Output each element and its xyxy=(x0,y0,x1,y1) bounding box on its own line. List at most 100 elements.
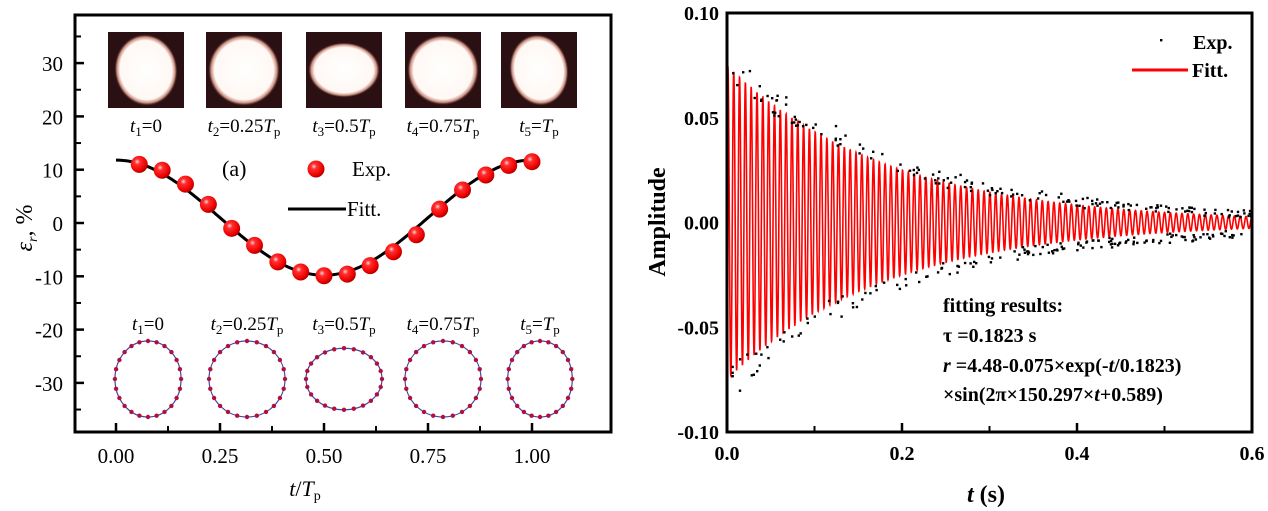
contour-point xyxy=(404,367,409,372)
exp-sample xyxy=(793,115,796,119)
exp-sample xyxy=(756,370,759,373)
contour-point xyxy=(305,368,310,374)
contour-point xyxy=(113,386,119,391)
exp-sample xyxy=(1047,251,1051,254)
contour-point xyxy=(477,367,482,372)
exp-sample xyxy=(840,315,843,318)
exp-sample xyxy=(794,118,797,121)
exp-sample xyxy=(1082,246,1085,249)
contour-point xyxy=(178,376,184,382)
exp-sample xyxy=(1190,206,1193,209)
exp-sample xyxy=(766,346,769,349)
exp-sample xyxy=(1167,206,1170,210)
y-tick-label: -30 xyxy=(35,372,63,396)
exp-sample xyxy=(1041,245,1044,249)
exp-sample xyxy=(760,353,763,356)
y-tick-label: -0.05 xyxy=(677,317,719,339)
exp-sample xyxy=(1021,246,1025,249)
droplet-contour-label: t1=0 xyxy=(132,314,164,337)
contour-point xyxy=(515,349,520,355)
contour-point xyxy=(560,349,565,355)
contour-point xyxy=(263,343,269,349)
exp-sample xyxy=(926,275,929,278)
contour-point xyxy=(117,357,122,363)
exp-sample xyxy=(1077,241,1080,244)
exp-sample xyxy=(904,277,907,281)
exp-point xyxy=(454,181,472,199)
contour-point xyxy=(305,384,310,390)
y-tick-label: 0.05 xyxy=(684,108,719,130)
exp-sample xyxy=(1013,250,1016,253)
exp-sample xyxy=(1186,209,1189,212)
exp-sample xyxy=(785,96,788,99)
contour-point xyxy=(235,413,240,418)
exp-sample xyxy=(1118,242,1121,245)
exp-sample xyxy=(1016,192,1019,196)
y-axis-ticks: 30 20 10 0 -10 -20 -30 xyxy=(35,35,84,411)
exp-sample xyxy=(834,137,837,140)
exp-sample xyxy=(779,338,782,341)
exp-sample xyxy=(861,298,864,301)
contour-point xyxy=(308,392,314,397)
exp-sample xyxy=(1155,206,1158,210)
contour-point xyxy=(459,343,465,349)
exp-sample xyxy=(1116,244,1120,247)
exp-sample xyxy=(1159,239,1163,243)
exp-sample xyxy=(1109,239,1113,242)
exp-point xyxy=(176,175,194,193)
exp-point xyxy=(246,236,264,254)
exp-sample xyxy=(969,262,972,265)
exp-sample xyxy=(834,124,838,128)
exp-sample xyxy=(973,260,976,264)
exp-sample xyxy=(1224,230,1227,233)
exp-sample xyxy=(1059,242,1062,245)
droplet-image-label: t3=0.5Tp xyxy=(312,116,375,139)
exp-sample xyxy=(1182,235,1185,239)
droplet-contour-label: t5=Tp xyxy=(520,314,560,337)
exp-sample xyxy=(1212,235,1215,238)
exp-sample xyxy=(918,280,921,284)
exp-sample xyxy=(896,283,899,287)
contour-point xyxy=(473,357,479,363)
contour-point xyxy=(515,403,520,409)
contour-point xyxy=(154,340,159,345)
exp-sample xyxy=(1191,240,1194,243)
exp-sample xyxy=(1067,199,1070,202)
contour-point xyxy=(478,376,484,382)
exp-sample xyxy=(805,123,808,127)
exp-sample xyxy=(1113,242,1117,246)
fitting-results-annotation: fitting results: τ =0.1823 s r =4.48-0.0… xyxy=(943,295,1181,406)
exp-sample xyxy=(1096,198,1099,201)
exp-sample xyxy=(1219,232,1223,235)
exp-sample xyxy=(899,163,902,166)
exp-sample xyxy=(1000,191,1004,195)
exp-sample xyxy=(1230,210,1233,213)
exp-sample xyxy=(851,302,855,305)
contour-point xyxy=(546,413,551,418)
exp-sample xyxy=(1135,203,1139,207)
contour-point xyxy=(244,338,250,344)
exp-sample xyxy=(956,264,959,268)
exp-sample xyxy=(806,317,809,320)
y-axis-label: εr, % xyxy=(12,205,41,252)
contour-point xyxy=(281,386,286,391)
droplet-image xyxy=(306,32,382,108)
exp-sample xyxy=(1240,233,1243,236)
exp-sample xyxy=(959,173,962,177)
droplet-contour-row: t1=0 t2=0.25Tp t3=0.5Tp t4=0.75Tp t5=Tp xyxy=(112,314,575,420)
exp-sample xyxy=(776,94,779,97)
contour-point xyxy=(413,403,419,409)
exp-sample xyxy=(1078,204,1081,207)
exp-sample xyxy=(946,177,949,180)
contour-point xyxy=(407,357,413,363)
exp-sample xyxy=(806,321,809,325)
exp-sample xyxy=(991,188,994,192)
exp-sample xyxy=(1143,241,1146,244)
exp-sample xyxy=(1023,248,1026,251)
exp-scatter xyxy=(731,69,1251,392)
exp-sample xyxy=(981,182,985,185)
contour-point xyxy=(553,343,559,349)
exp-sample xyxy=(1228,214,1231,217)
exp-sample xyxy=(881,152,884,156)
exp-sample xyxy=(1213,212,1217,215)
